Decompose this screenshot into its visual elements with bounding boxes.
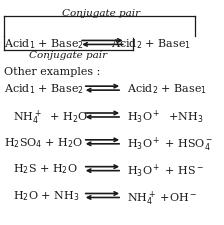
- Text: H$_3$O$^+$ + HSO$_4^-$: H$_3$O$^+$ + HSO$_4^-$: [127, 136, 214, 154]
- Text: Acid$_1$ + Base$_2$: Acid$_1$ + Base$_2$: [4, 38, 84, 51]
- Text: Acid$_2$ + Base$_1$: Acid$_2$ + Base$_1$: [112, 38, 192, 51]
- Text: Conjugate pair: Conjugate pair: [30, 51, 108, 60]
- Text: NH$_4^+$ +OH$^-$: NH$_4^+$ +OH$^-$: [127, 189, 198, 208]
- Text: Acid$_2$ + Base$_1$: Acid$_2$ + Base$_1$: [127, 82, 208, 96]
- Text: H$_2$SO$_4$ + H$_2$O: H$_2$SO$_4$ + H$_2$O: [4, 136, 83, 150]
- Text: Acid$_1$ + Base$_2$: Acid$_1$ + Base$_2$: [4, 82, 84, 96]
- Text: Conjugate pair: Conjugate pair: [62, 9, 140, 18]
- Text: H$_3$O$^+$  +NH$_3$: H$_3$O$^+$ +NH$_3$: [127, 109, 204, 126]
- Text: H$_2$S + H$_2$O: H$_2$S + H$_2$O: [13, 163, 78, 176]
- Text: H$_2$O + NH$_3$: H$_2$O + NH$_3$: [13, 189, 80, 203]
- Text: Other examples :: Other examples :: [4, 67, 101, 77]
- Text: NH$_4^+$  + H$_2$O: NH$_4^+$ + H$_2$O: [13, 109, 88, 127]
- Text: H$_3$O$^+$ + HS$^-$: H$_3$O$^+$ + HS$^-$: [127, 163, 205, 180]
